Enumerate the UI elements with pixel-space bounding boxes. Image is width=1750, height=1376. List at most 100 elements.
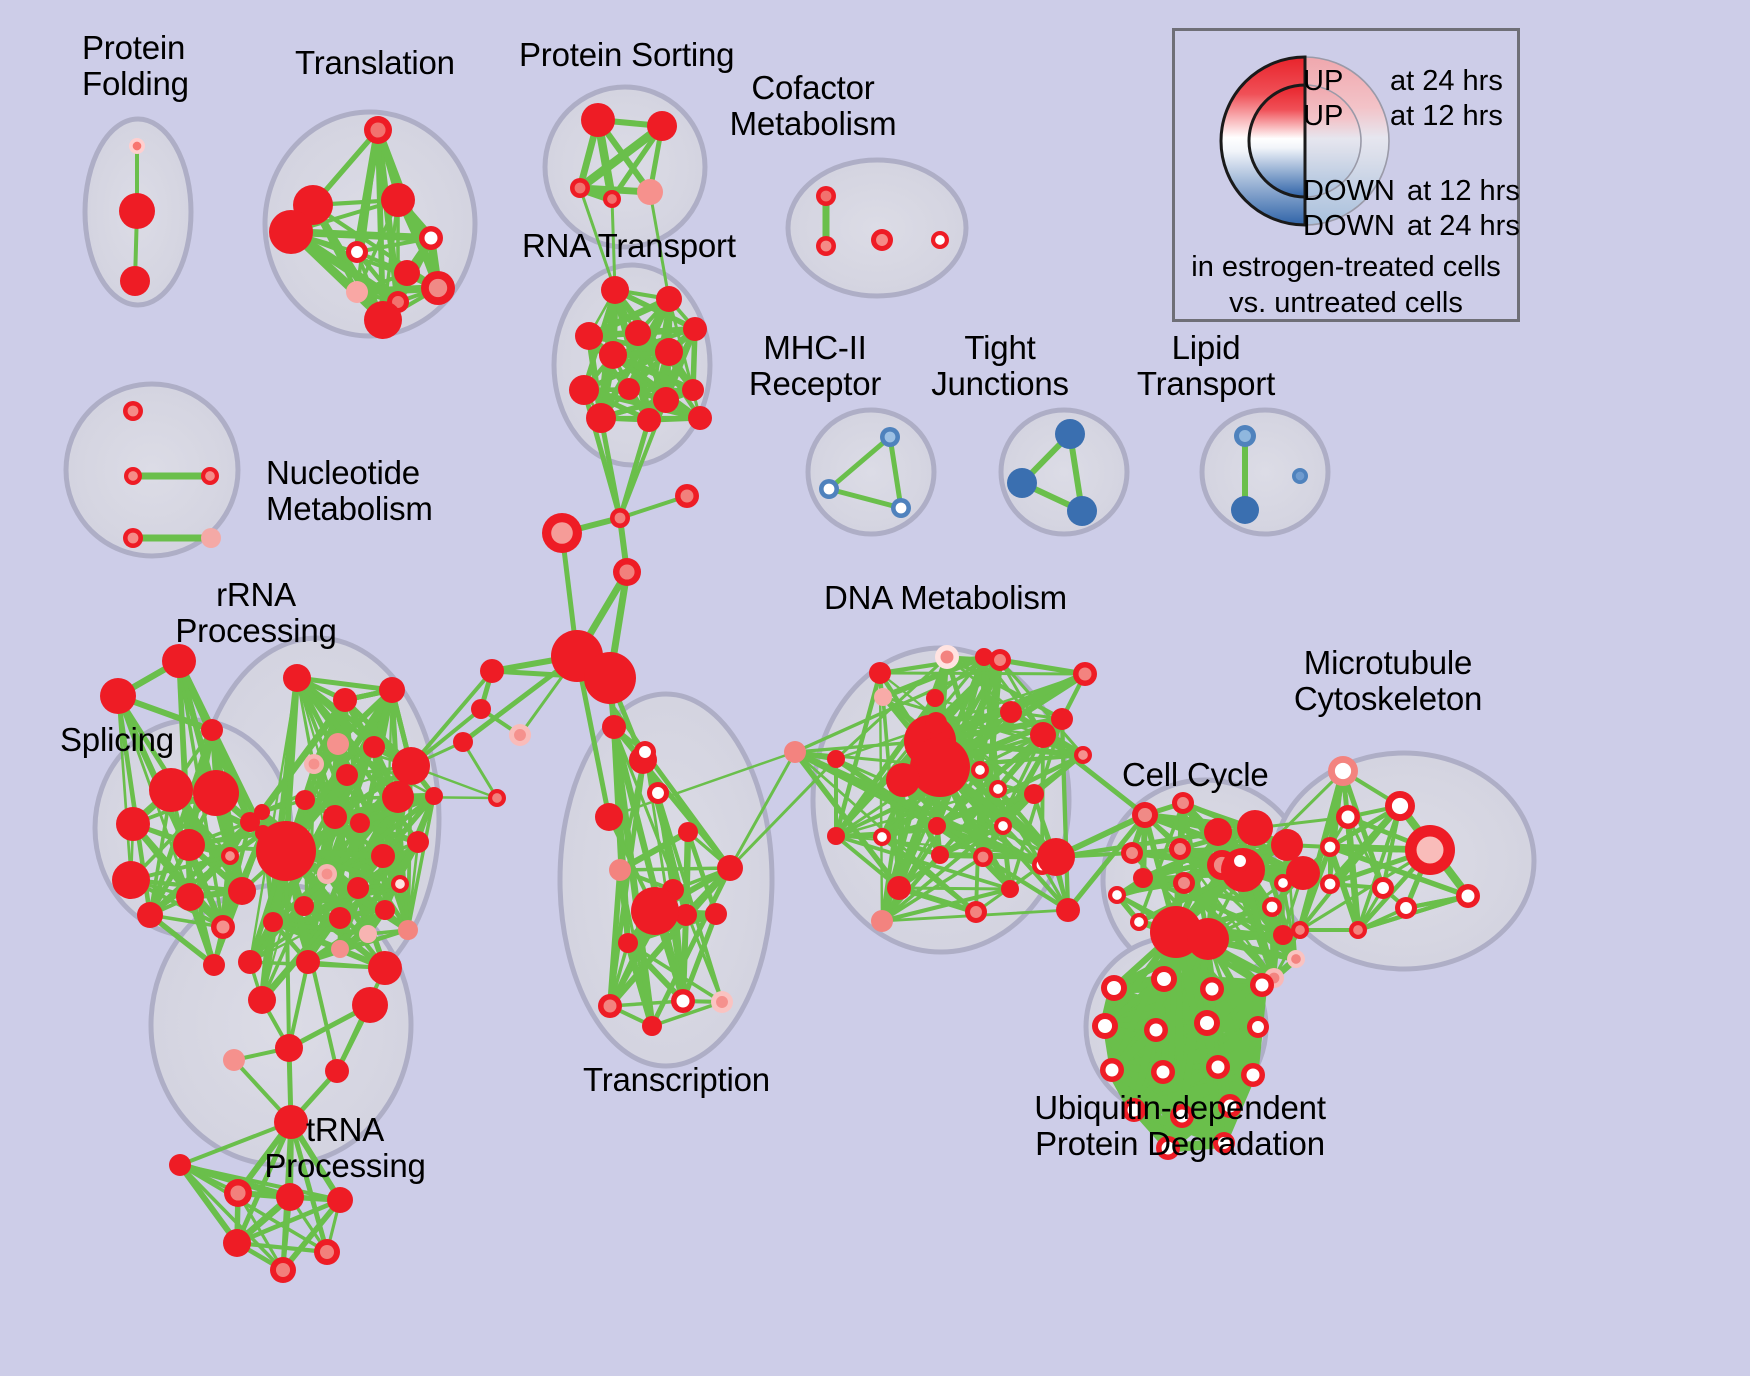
network-node xyxy=(509,724,531,746)
network-node xyxy=(971,761,989,779)
edge xyxy=(178,1163,285,1272)
network-node xyxy=(1172,792,1194,814)
network-node xyxy=(350,813,370,833)
network-node xyxy=(599,341,627,369)
network-node xyxy=(631,887,679,935)
edge xyxy=(178,1120,293,1167)
network-node xyxy=(1213,1132,1235,1154)
network-node xyxy=(910,737,970,797)
network-node xyxy=(203,954,225,976)
network-node xyxy=(325,1059,349,1083)
network-node xyxy=(925,712,947,734)
edge xyxy=(642,749,733,871)
network-node xyxy=(1229,850,1251,872)
network-node xyxy=(1328,756,1358,786)
network-node xyxy=(368,951,402,985)
network-node xyxy=(880,427,900,447)
network-node xyxy=(176,883,204,911)
network-node xyxy=(1130,913,1148,931)
network-node xyxy=(1274,874,1292,892)
network-node xyxy=(931,846,949,864)
edge xyxy=(1241,769,1345,872)
network-node xyxy=(973,847,993,867)
legend-state-2: DOWN xyxy=(1303,175,1395,207)
network-node xyxy=(570,178,590,198)
legend-time-2: at 12 hrs xyxy=(1407,175,1520,207)
edge xyxy=(461,740,499,800)
legend-node-glyph xyxy=(1219,55,1390,227)
edge xyxy=(897,886,978,914)
network-node xyxy=(653,387,679,413)
edge xyxy=(997,657,1088,677)
network-node xyxy=(254,804,270,820)
network-node xyxy=(1007,468,1037,498)
edge xyxy=(880,824,939,923)
edge xyxy=(897,886,1012,891)
cluster-label-cofactor-metabolism: Cofactor Metabolism xyxy=(729,69,897,142)
edge xyxy=(826,434,893,492)
network-node xyxy=(116,807,150,841)
network-node xyxy=(120,266,150,296)
network-node xyxy=(323,805,347,829)
network-node xyxy=(581,103,615,137)
network-node xyxy=(1173,872,1195,894)
network-node xyxy=(1170,1104,1194,1128)
edge xyxy=(1181,880,1299,962)
network-node xyxy=(871,910,893,932)
network-node xyxy=(269,210,313,254)
network-node xyxy=(1262,897,1282,917)
cluster-label-mhc-ii-receptor: MHC-II Receptor xyxy=(748,329,882,402)
edge xyxy=(679,911,690,1005)
network-node xyxy=(717,855,743,881)
network-node xyxy=(240,812,260,832)
edge xyxy=(877,654,987,676)
network-node xyxy=(1237,810,1273,846)
network-node xyxy=(869,662,891,684)
network-node xyxy=(1320,837,1340,857)
edge xyxy=(998,658,1085,757)
network-node xyxy=(1073,662,1097,686)
cluster-hull-tight-junctions xyxy=(998,407,1130,537)
network-node xyxy=(1092,1013,1118,1039)
edge xyxy=(382,793,437,913)
network-node xyxy=(488,789,506,807)
network-node xyxy=(1132,802,1158,828)
network-node xyxy=(675,904,697,926)
network-node xyxy=(419,226,443,250)
network-node xyxy=(569,375,599,405)
network-node xyxy=(827,827,845,845)
network-node xyxy=(295,790,315,810)
legend-state-1: UP xyxy=(1303,100,1344,132)
network-node xyxy=(1056,898,1080,922)
network-node xyxy=(655,338,683,366)
network-node xyxy=(137,902,163,928)
edge xyxy=(618,866,732,872)
edge xyxy=(648,190,671,301)
network-node xyxy=(421,271,455,305)
edge xyxy=(1281,881,1298,961)
network-node xyxy=(382,781,414,813)
edge xyxy=(260,794,436,1002)
edge xyxy=(585,295,673,340)
edge xyxy=(309,201,387,324)
network-node xyxy=(989,649,1011,671)
cluster-label-tight-junctions: Tight Junctions xyxy=(931,329,1069,402)
edge xyxy=(147,912,217,968)
edge xyxy=(129,820,227,931)
edge xyxy=(833,670,883,839)
network-node xyxy=(347,877,369,899)
network-node xyxy=(1001,880,1019,898)
edge xyxy=(650,1000,724,1028)
cluster-label-rrna-processing: rRNA Processing xyxy=(175,576,337,649)
network-node xyxy=(1291,921,1309,939)
network-node xyxy=(276,1183,304,1211)
network-node xyxy=(1122,1098,1146,1122)
network-node xyxy=(1100,1058,1124,1082)
network-node xyxy=(294,896,314,916)
network-node xyxy=(1336,805,1360,829)
network-node xyxy=(1037,838,1075,876)
network-node xyxy=(162,644,196,678)
network-node xyxy=(647,111,677,141)
network-node xyxy=(1241,1063,1265,1087)
network-node xyxy=(371,844,395,868)
